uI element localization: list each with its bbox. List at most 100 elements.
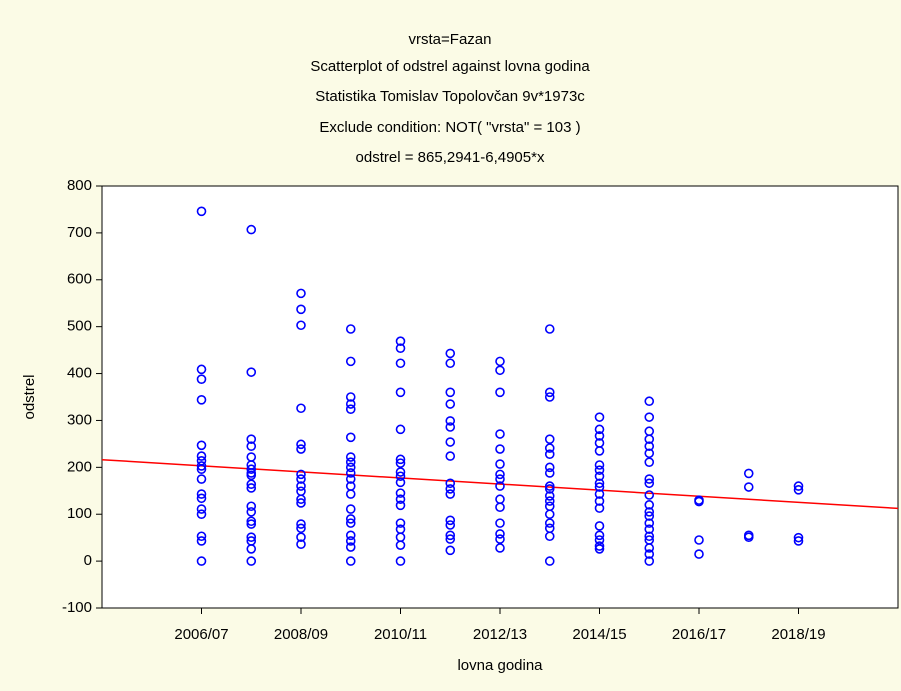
point (246, 544, 257, 554)
point (196, 206, 207, 217)
point (296, 444, 306, 454)
point (495, 387, 505, 398)
point (296, 439, 306, 450)
point (296, 474, 306, 484)
x-tick-label: 2014/15 (572, 626, 626, 643)
point (345, 514, 356, 524)
point (196, 504, 207, 514)
point (495, 518, 505, 528)
point (395, 358, 406, 369)
point (793, 481, 804, 491)
point (395, 488, 406, 498)
subtitle: Statistika Tomislav Topolovčan 9v*1973c (315, 88, 585, 105)
point (445, 530, 456, 541)
point (644, 490, 655, 500)
x-tick-label: 2008/09 (274, 626, 328, 643)
point (594, 503, 605, 513)
point (345, 404, 356, 414)
point (345, 542, 356, 552)
point (644, 434, 655, 445)
point (445, 478, 456, 489)
point (544, 449, 555, 460)
point (445, 399, 456, 409)
point (246, 470, 257, 481)
point (495, 543, 505, 553)
y-tick-label: -100 (62, 599, 92, 616)
point (594, 541, 605, 551)
point (246, 434, 257, 445)
point (395, 454, 406, 465)
point (345, 399, 356, 409)
point (544, 531, 555, 542)
point (296, 539, 306, 550)
point (544, 556, 555, 566)
point (196, 374, 207, 384)
point (395, 518, 406, 528)
point (395, 500, 406, 511)
x-tick-label: 2006/07 (174, 626, 228, 643)
point (345, 356, 356, 367)
point (296, 320, 306, 331)
point (345, 556, 356, 566)
point (345, 530, 356, 541)
point (594, 465, 605, 475)
point (594, 431, 605, 441)
point (296, 481, 306, 491)
point (445, 422, 456, 432)
point (246, 532, 257, 542)
point (594, 489, 605, 499)
x-tick-label: 2016/17 (672, 626, 726, 643)
point (495, 529, 505, 539)
point (644, 511, 655, 521)
point (395, 556, 406, 566)
point (246, 367, 257, 377)
point (395, 477, 406, 488)
x-tick-label: 2010/11 (374, 626, 427, 643)
point (495, 459, 505, 469)
point (544, 324, 555, 334)
point (544, 496, 555, 506)
point (445, 489, 456, 499)
point (395, 336, 406, 347)
point (246, 441, 257, 452)
point (345, 392, 356, 402)
point (296, 519, 306, 529)
point (495, 502, 505, 512)
point (644, 518, 655, 528)
y-tick-label: 500 (67, 318, 92, 335)
point (544, 509, 555, 520)
point (395, 387, 406, 398)
point (544, 392, 555, 402)
y-tick-label: 300 (67, 411, 92, 428)
point (495, 469, 505, 480)
point (694, 496, 704, 507)
point (345, 452, 356, 462)
point (495, 474, 505, 484)
point (196, 451, 207, 461)
point (544, 484, 555, 494)
point (196, 556, 207, 566)
point (345, 324, 356, 334)
point (544, 443, 555, 453)
point (196, 493, 207, 504)
point (395, 467, 406, 477)
point (544, 387, 555, 398)
point (296, 494, 306, 505)
point (594, 482, 605, 492)
point (395, 424, 406, 435)
point (594, 521, 605, 531)
y-tick-label: 200 (67, 458, 92, 475)
point (644, 412, 655, 422)
y-tick-label: 700 (67, 224, 92, 241)
x-tick-label: 2018/19 (771, 626, 825, 643)
point (196, 464, 207, 475)
point (395, 458, 406, 468)
point (345, 468, 356, 478)
point (246, 516, 257, 527)
point (594, 544, 605, 554)
subtitle: Exclude condition: NOT( "vrsta" = 103 ) (319, 119, 580, 136)
point (246, 224, 257, 235)
point (644, 448, 655, 459)
